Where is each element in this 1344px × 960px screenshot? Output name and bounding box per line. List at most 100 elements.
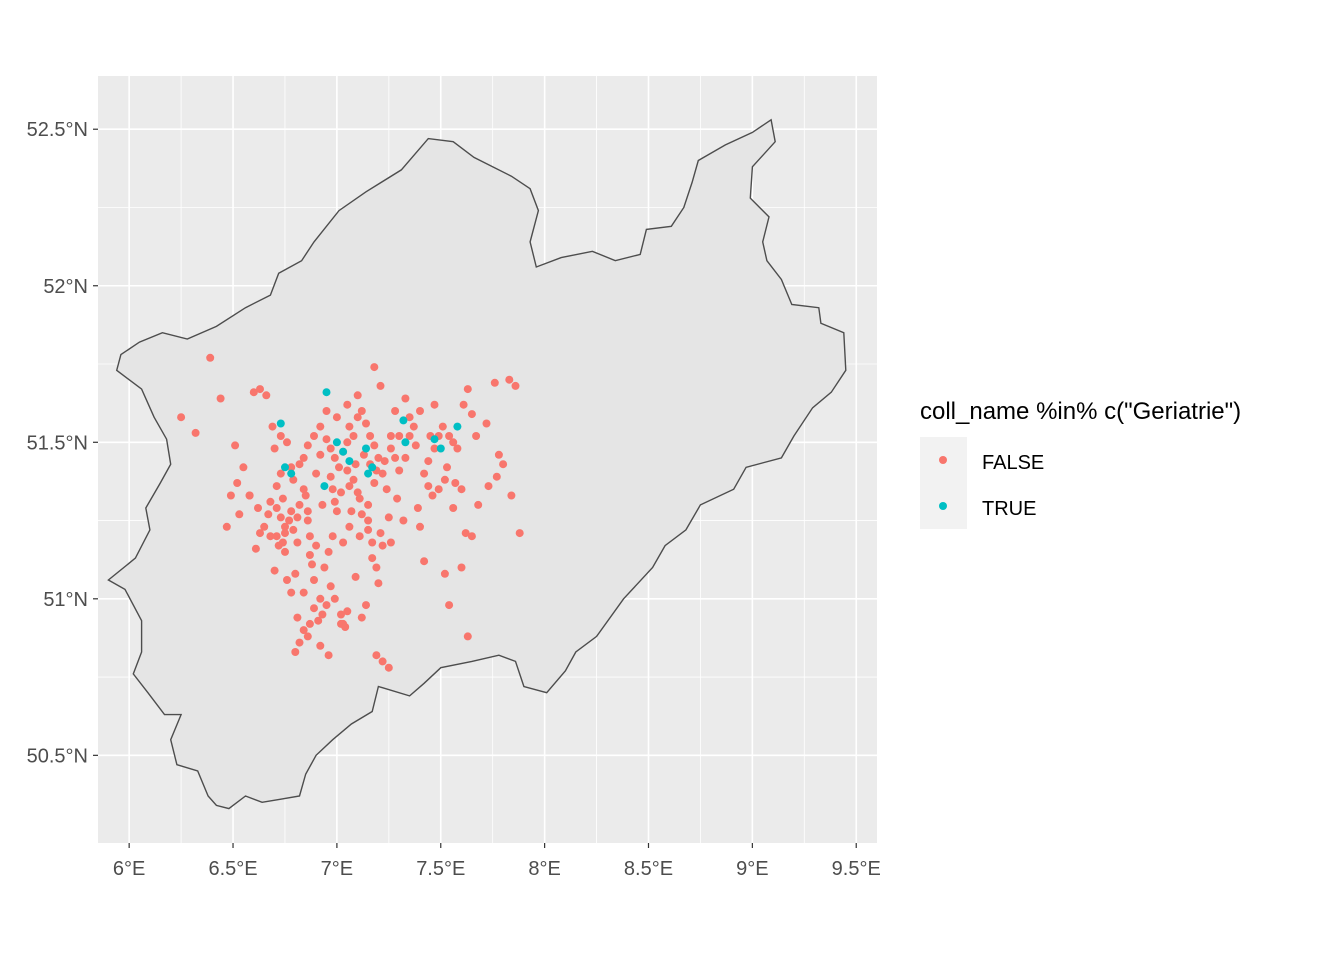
point-false (272, 504, 281, 512)
point-false (314, 616, 323, 625)
point-false (177, 413, 186, 422)
point-false (386, 444, 395, 453)
point-false (343, 400, 352, 409)
point-false (409, 422, 418, 431)
point-false (401, 394, 410, 403)
point-false (474, 500, 483, 509)
point-false (357, 407, 366, 415)
point-false (272, 532, 281, 541)
point-false (330, 594, 339, 603)
point-false (303, 507, 312, 516)
point-true (453, 422, 462, 431)
point-false (326, 472, 335, 481)
point-false (283, 576, 291, 584)
point-false (226, 491, 235, 500)
point-false (424, 482, 433, 491)
point-false (430, 444, 439, 453)
point-false (310, 432, 318, 440)
point-false (262, 391, 271, 400)
point-false (322, 435, 331, 444)
point-false (322, 601, 331, 610)
point-false (399, 516, 408, 525)
point-false (378, 657, 387, 666)
point-false (376, 529, 385, 538)
point-true (339, 447, 348, 456)
point-false (370, 441, 379, 450)
point-false (332, 507, 341, 516)
point-false (405, 432, 414, 440)
point-false (318, 610, 327, 619)
point-false (355, 494, 364, 503)
point-false (494, 450, 503, 459)
point-false (351, 460, 360, 469)
legend-key-false (939, 456, 947, 464)
point-false (335, 463, 343, 472)
point-false (287, 463, 296, 472)
point-false (291, 648, 300, 656)
point-false (401, 453, 410, 462)
point-false (438, 422, 447, 431)
point-false (357, 510, 366, 519)
point-false (231, 441, 240, 450)
point-false (457, 563, 466, 572)
point-false (316, 641, 325, 650)
point-false (434, 485, 443, 494)
point-false (316, 450, 325, 459)
point-false (359, 450, 368, 459)
point-false (326, 582, 335, 591)
point-false (191, 428, 200, 437)
point-false (345, 522, 354, 531)
point-false (293, 513, 302, 522)
point-false (345, 482, 354, 491)
point-false (395, 466, 404, 475)
point-false (330, 453, 339, 462)
y-tick-label: 50.5°N (27, 745, 88, 767)
point-false (440, 475, 449, 484)
point-false (289, 525, 298, 534)
point-false (515, 529, 524, 538)
point-false (305, 532, 314, 541)
point-false (310, 604, 318, 613)
point-false (467, 410, 476, 419)
point-true (362, 444, 370, 453)
point-false (467, 532, 476, 541)
point-false (420, 557, 429, 566)
point-false (413, 504, 422, 512)
point-false (472, 432, 481, 440)
point-false (332, 413, 341, 422)
point-false (266, 497, 275, 506)
point-false (364, 500, 373, 509)
point-false (308, 560, 316, 569)
point-false (299, 485, 308, 494)
point-false (440, 569, 449, 578)
point-false (353, 488, 362, 497)
point-false (295, 460, 304, 469)
point-false (416, 407, 424, 415)
point-false (505, 375, 514, 384)
point-false (443, 463, 451, 472)
point-false (445, 601, 454, 610)
point-false (364, 516, 373, 525)
point-true (287, 469, 296, 478)
point-false (337, 610, 345, 619)
point-false (264, 510, 273, 519)
x-tick-label: 6°E (113, 858, 145, 880)
point-false (384, 513, 393, 522)
point-false (316, 422, 325, 431)
point-false (420, 469, 429, 478)
point-false (281, 522, 289, 531)
point-false (251, 544, 260, 553)
point-false (245, 491, 254, 500)
data-points (177, 353, 524, 672)
point-false (449, 438, 458, 447)
y-axis: 50.5°N 51°N 51.5°N 52°N 52.5°N (27, 119, 98, 767)
point-false (416, 522, 424, 531)
point-false (357, 613, 366, 622)
point-false (324, 547, 333, 556)
point-false (405, 413, 414, 422)
legend-label-false: FALSE (982, 452, 1044, 474)
point-false (310, 576, 318, 584)
point-false (316, 594, 325, 603)
point-false (386, 538, 395, 547)
